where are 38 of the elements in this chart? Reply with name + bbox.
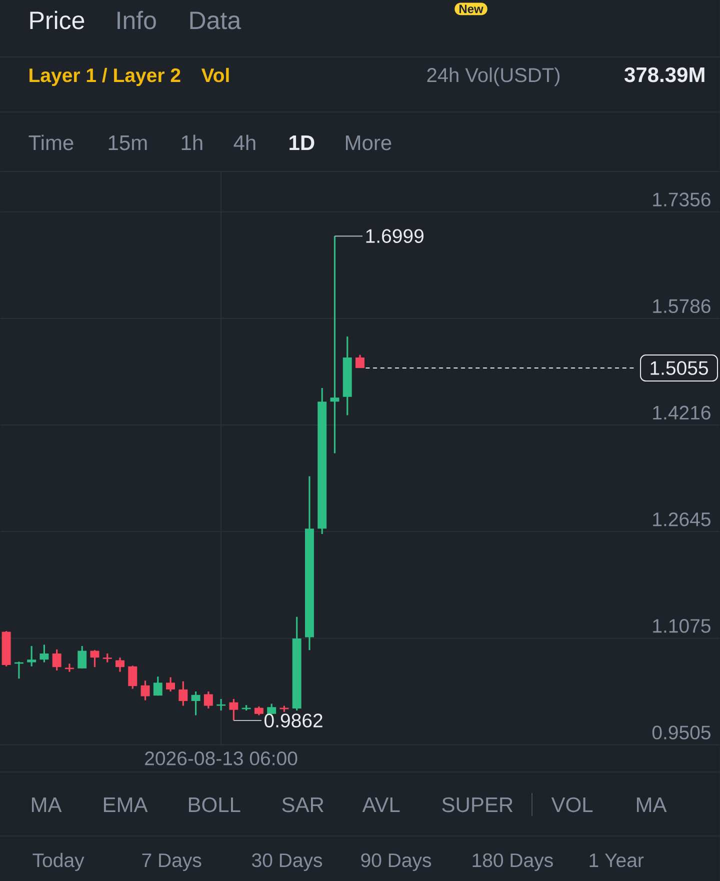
text: 1D: [290, 136, 314, 150]
text: 1h: [182, 134, 202, 150]
text: Price: [30, 10, 84, 30]
text: Today: [32, 852, 84, 872]
text: Data: [190, 12, 242, 30]
text: 30 Days: [252, 853, 322, 872]
text: More: [346, 136, 392, 150]
text: 180 Days: [472, 853, 553, 872]
text: 7 Days: [142, 854, 202, 872]
annotation: 1.6999: [366, 229, 424, 243]
text: SAR: [282, 797, 324, 812]
text: Time: [28, 134, 74, 150]
text: 15m: [108, 136, 147, 150]
y-tick-label: 1.5786: [653, 299, 710, 314]
text: VOL: [551, 797, 593, 812]
text: Info: [118, 10, 156, 30]
ref-line-label: 1.5055: [650, 361, 708, 375]
text: 4h: [234, 134, 256, 150]
y-tick-label: 1.2645: [653, 512, 710, 526]
text: EMA: [104, 798, 148, 812]
text: 90 Days: [361, 853, 432, 872]
text: 378.39M: [624, 67, 704, 82]
text: Layer 1 / Layer 2: [30, 68, 180, 86]
x-tick-label: 2026-08-13 06:00: [145, 752, 298, 766]
y-tick-label: 0.9505: [652, 726, 710, 740]
text: MA: [32, 798, 62, 812]
y-tick-label: 1.1075: [653, 619, 710, 633]
text: BOLL: [188, 797, 240, 812]
y-tick-label: 1.4216: [653, 406, 710, 420]
text: SUPER: [442, 797, 513, 812]
text: 1 Year: [590, 854, 644, 868]
annotation: 0.9862: [264, 714, 322, 728]
text: MA: [636, 798, 667, 812]
y-tick-label: 1.7356: [653, 192, 710, 206]
text: New: [459, 4, 484, 14]
text: 24h Vol(USDT): [427, 68, 560, 86]
text: Vol: [201, 68, 229, 82]
text: AVL: [362, 798, 400, 812]
